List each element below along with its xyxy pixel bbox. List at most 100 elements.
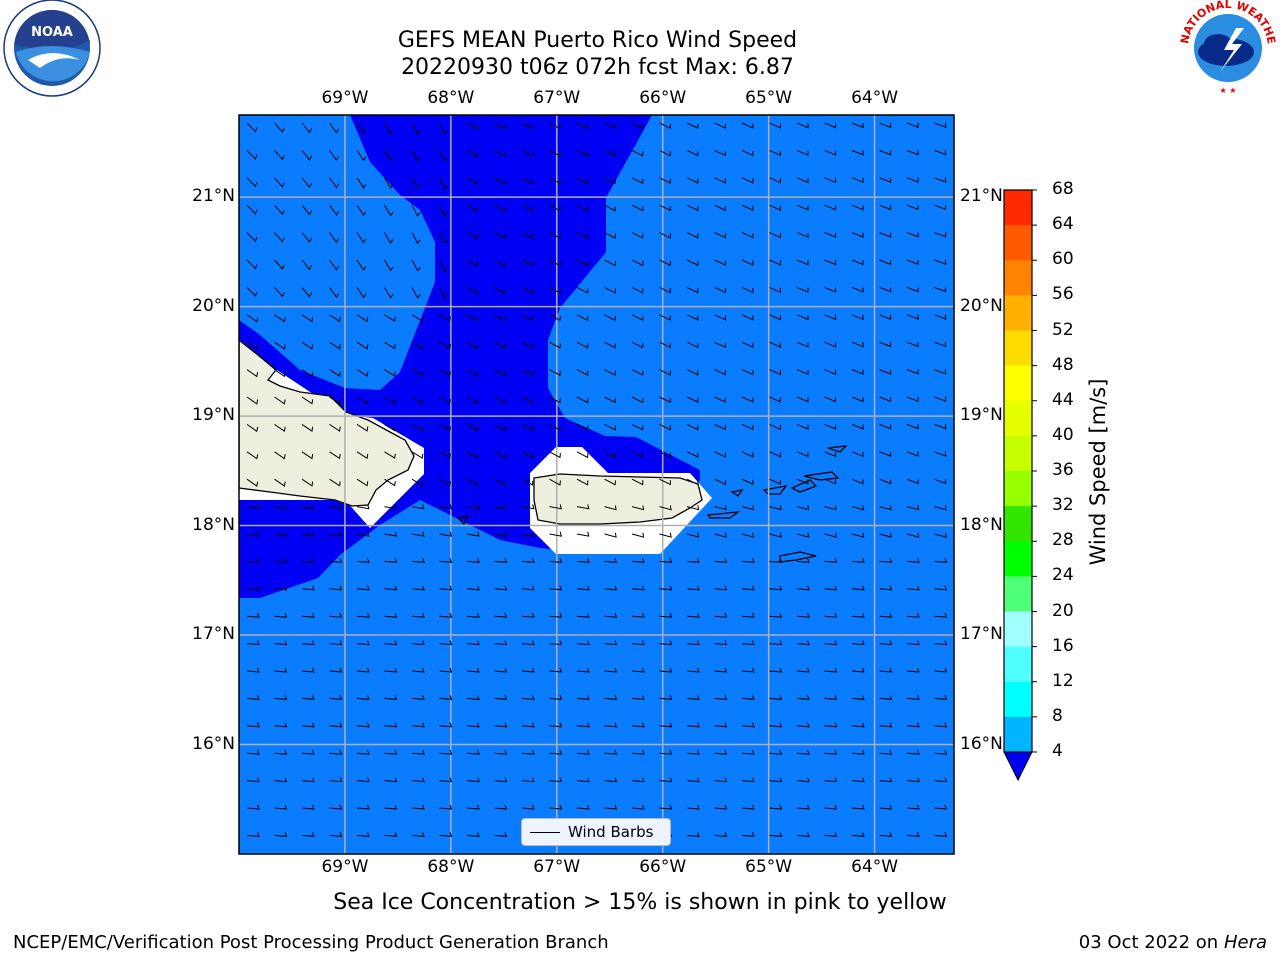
wind-barb bbox=[439, 832, 453, 837]
wind-barb bbox=[714, 667, 728, 673]
wind-barb bbox=[604, 695, 618, 700]
wind-barb bbox=[466, 612, 480, 618]
lon-tick-bottom: 65°W bbox=[745, 857, 793, 877]
wind-barb bbox=[879, 640, 893, 646]
wind-barb bbox=[549, 667, 563, 673]
wind-barb bbox=[741, 286, 754, 294]
wind-barb bbox=[604, 177, 616, 185]
wind-barb bbox=[741, 423, 754, 431]
wind-barb bbox=[466, 749, 480, 755]
wind-barb bbox=[686, 204, 699, 212]
wind-barb bbox=[274, 314, 286, 323]
map-frame bbox=[238, 114, 955, 855]
wind-barb bbox=[796, 585, 810, 591]
wind-barb bbox=[714, 396, 726, 403]
wind-barb bbox=[521, 777, 535, 783]
wind-barb bbox=[494, 423, 506, 432]
wind-barb bbox=[301, 204, 312, 216]
wind-barb bbox=[576, 667, 590, 673]
wind-barb bbox=[686, 558, 700, 563]
wind-barb bbox=[879, 369, 892, 375]
wind-barb bbox=[274, 122, 285, 133]
wind-barb bbox=[521, 558, 535, 563]
wind-barb bbox=[659, 777, 673, 783]
wind-barb bbox=[274, 585, 288, 591]
wind-barb bbox=[411, 423, 424, 432]
wind-barb bbox=[879, 612, 893, 618]
wind-barb bbox=[439, 369, 451, 377]
wind-barb bbox=[879, 749, 893, 755]
wind-barb bbox=[906, 122, 919, 129]
colorbar-segment bbox=[1004, 681, 1032, 718]
wind-barb bbox=[851, 423, 864, 430]
wind-barb bbox=[631, 777, 645, 783]
wind-barb bbox=[329, 640, 343, 646]
wind-barb bbox=[741, 177, 754, 184]
wind-barb bbox=[934, 341, 947, 348]
wind-barb bbox=[549, 232, 561, 240]
wind-barb bbox=[576, 585, 590, 591]
wind-barb bbox=[494, 667, 508, 673]
wind-barb bbox=[741, 640, 755, 646]
wind-barb bbox=[879, 177, 892, 183]
wind-barb bbox=[549, 423, 561, 431]
wind-barb bbox=[356, 832, 370, 837]
wind-barb bbox=[301, 667, 315, 673]
wind-barb bbox=[356, 423, 369, 432]
wind-barb bbox=[934, 695, 948, 700]
wind-barb bbox=[549, 478, 561, 486]
wind-barb bbox=[356, 204, 367, 217]
wind-barb bbox=[356, 287, 367, 299]
wind-barb bbox=[906, 585, 920, 591]
wind-barb bbox=[576, 640, 590, 646]
wind-barb bbox=[301, 451, 314, 460]
wind-barb bbox=[769, 777, 783, 783]
wind-barb bbox=[851, 640, 865, 646]
wind-barb bbox=[714, 177, 726, 184]
wind-barb bbox=[659, 177, 671, 184]
wind-barb bbox=[714, 149, 726, 157]
wind-barb bbox=[769, 122, 782, 129]
lon-tick-bottom: 66°W bbox=[639, 857, 687, 877]
wind-barb bbox=[631, 478, 644, 486]
wind-barb bbox=[521, 341, 534, 349]
wind-barb bbox=[741, 232, 754, 239]
wind-barb bbox=[549, 314, 561, 322]
wind-barb bbox=[246, 777, 260, 783]
wind-barb bbox=[549, 722, 563, 728]
wind-barb bbox=[301, 640, 315, 646]
wind-barb bbox=[934, 585, 948, 591]
lon-tick-top: 69°W bbox=[321, 88, 369, 108]
wind-barb bbox=[686, 122, 699, 129]
wind-barb bbox=[274, 777, 288, 783]
wind-barb bbox=[246, 341, 259, 350]
wind-barb bbox=[246, 832, 260, 837]
wind-barb bbox=[494, 286, 506, 295]
wind-barb bbox=[796, 177, 809, 184]
wind-barb bbox=[851, 667, 865, 673]
wind-barb bbox=[631, 667, 645, 673]
wind-barb bbox=[631, 640, 645, 646]
wind-barb bbox=[659, 122, 671, 130]
wind-barb bbox=[824, 722, 838, 728]
wind-barb bbox=[714, 612, 728, 618]
wind-barb bbox=[439, 612, 453, 618]
wind-barb bbox=[494, 232, 506, 240]
lon-tick-bottom: 67°W bbox=[533, 857, 581, 877]
wind-barb bbox=[604, 341, 616, 349]
wind-barb bbox=[906, 423, 919, 430]
wind-barb bbox=[796, 640, 810, 646]
colorbar-segment bbox=[1004, 295, 1032, 331]
wind-barb bbox=[521, 531, 535, 537]
wind-barb bbox=[274, 204, 285, 216]
colorbar-segment bbox=[1004, 611, 1032, 648]
wind-barb bbox=[329, 695, 343, 700]
wind-barb bbox=[246, 177, 258, 188]
wind-barb bbox=[796, 478, 809, 485]
lat-tick-right: 17°N bbox=[960, 624, 1003, 645]
wind-barb bbox=[521, 667, 535, 673]
wind-barb bbox=[466, 667, 480, 673]
wind-barb bbox=[384, 341, 396, 350]
wind-barb bbox=[411, 667, 425, 673]
wind-barb bbox=[796, 451, 809, 458]
